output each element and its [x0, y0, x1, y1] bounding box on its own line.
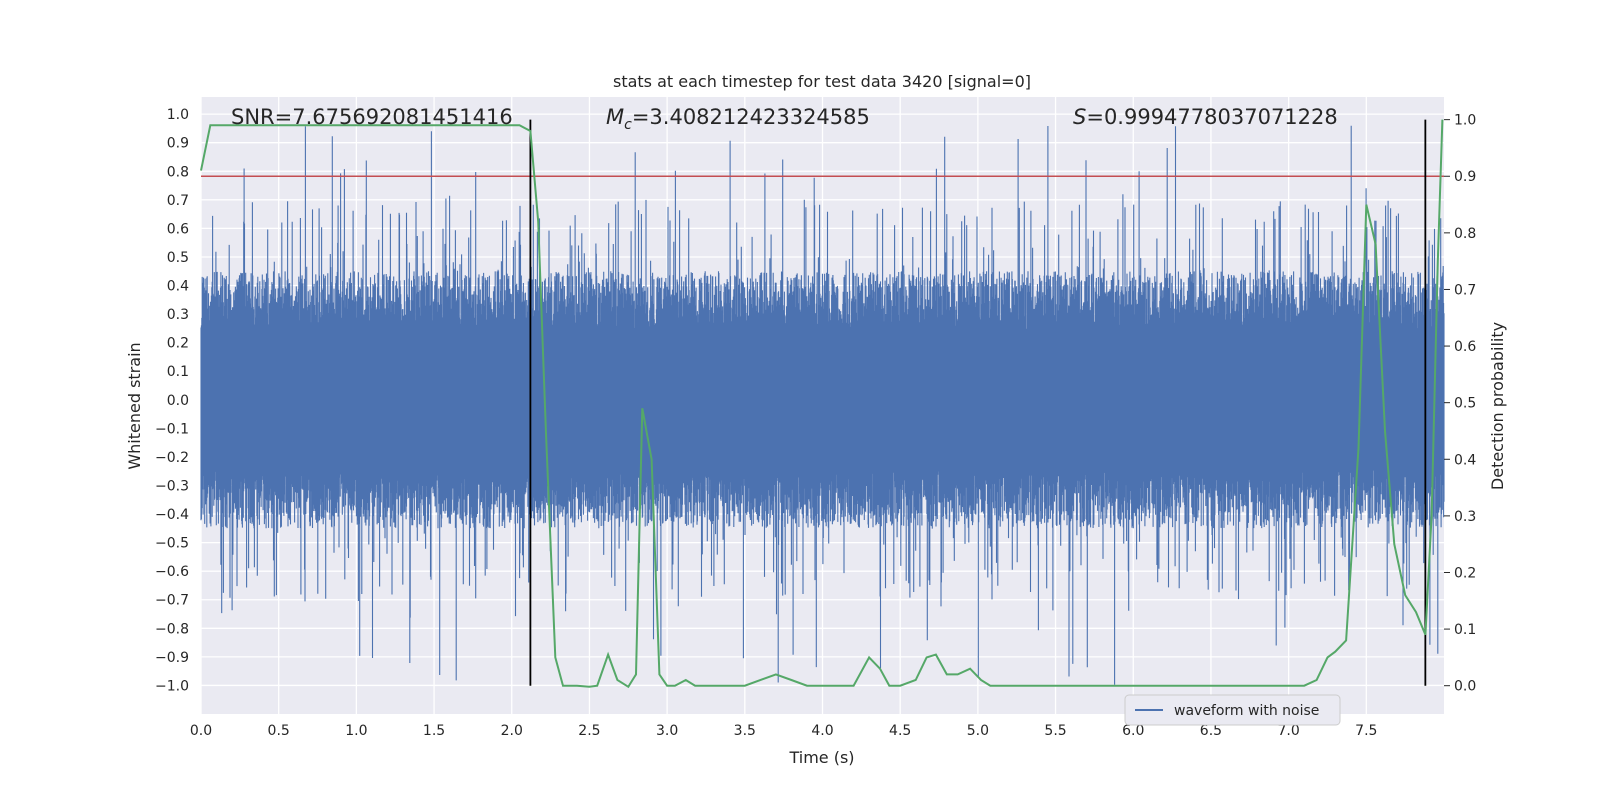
y-left-tick-label: 0.1: [167, 364, 189, 380]
y-left-tick-label: 1.0: [167, 107, 189, 123]
legend: waveform with noise: [1124, 694, 1341, 726]
score-annotation: S=0.9994778037071228: [1073, 105, 1338, 129]
y-right-tick-label: 0.1: [1454, 622, 1476, 638]
x-tick-label: 4.5: [889, 723, 911, 739]
y-right-tick-label: 0.6: [1454, 339, 1476, 355]
y-left-tick-label: 0.4: [167, 279, 189, 295]
x-tick-label: 6.5: [1200, 723, 1222, 739]
x-tick-label: 2.5: [578, 723, 600, 739]
y-left-tick-label: −0.6: [155, 564, 189, 580]
x-tick-label: 7.0: [1277, 723, 1299, 739]
y-left-tick-label: 0.7: [167, 193, 189, 209]
y-right-tick-label: 0.2: [1454, 565, 1476, 581]
mc-value: =3.408212423324585: [632, 105, 870, 129]
x-tick-label: 0.5: [268, 723, 290, 739]
x-tick-label: 1.5: [423, 723, 445, 739]
y-left-tick-label: −0.1: [155, 421, 189, 437]
chirp-mass-annotation: Mc=3.408212423324585: [606, 105, 870, 133]
y-right-tick-label: 0.7: [1454, 282, 1476, 298]
y-left-tick-label: −0.5: [155, 536, 189, 552]
vertical-markers: [529, 119, 1427, 686]
x-tick-label: 0.0: [190, 723, 212, 739]
y-right-tick-label: 0.9: [1454, 169, 1476, 185]
y-left-tick-label: 0.9: [167, 136, 189, 152]
left-y-axis-ticks: 1.0 0.9 0.8 0.7 0.6 0.5 0.4 0.3 0.2 0.1 0.0 −0.1 −0.…: [155, 107, 189, 694]
right-y-axis-ticks: 1.0 0.9 0.8 0.7 0.6 0.5 0.4 0.3 0.2 0.1 0.0: [1444, 113, 1476, 695]
y-right-tick-label: 0.3: [1454, 509, 1476, 525]
y-right-tick-label: 0.0: [1454, 679, 1476, 695]
y-left-tick-label: −0.7: [155, 593, 189, 609]
x-tick-label: 4.0: [811, 723, 833, 739]
y-right-tick-label: 1.0: [1454, 113, 1476, 129]
waveform-trace: [200, 125, 1445, 685]
s-value: =0.9994778037071228: [1086, 105, 1337, 129]
mc-subscript: c: [624, 117, 632, 133]
y-left-tick-label: 0.8: [167, 164, 189, 180]
x-tick-label: 2.0: [501, 723, 523, 739]
y-left-tick-label: −0.4: [155, 507, 189, 523]
x-tick-label: 3.0: [656, 723, 678, 739]
y-left-tick-label: −0.3: [155, 478, 189, 494]
legend-label: waveform with noise: [1174, 703, 1319, 719]
y-right-tick-label: 0.5: [1454, 396, 1476, 412]
y-right-tick-label: 0.8: [1454, 226, 1476, 242]
chart-title: stats at each timestep for test data 342…: [613, 72, 1031, 91]
x-tick-label: 5.0: [967, 723, 989, 739]
waveform-series: [200, 125, 1445, 685]
x-tick-label: 3.5: [734, 723, 756, 739]
y-left-tick-label: −0.2: [155, 450, 189, 466]
y-left-tick-label: 0.0: [167, 393, 189, 409]
left-y-axis-label: Whitened strain: [125, 342, 144, 469]
y-left-tick-label: 0.5: [167, 250, 189, 266]
x-tick-label: 7.5: [1355, 723, 1377, 739]
x-axis-ticks: 0.0 0.5 1.0 1.5 2.0 2.5 3.0 3.5 4.0 4.5 5.0 5.5 6.0 6…: [190, 723, 1378, 739]
x-tick-label: 5.5: [1044, 723, 1066, 739]
x-tick-label: 6.0: [1122, 723, 1144, 739]
x-axis-label: Time (s): [788, 748, 854, 767]
x-tick-label: 1.0: [345, 723, 367, 739]
y-left-tick-label: −1.0: [155, 678, 189, 694]
y-left-tick-label: 0.2: [167, 336, 189, 352]
y-left-tick-label: 0.3: [167, 307, 189, 323]
y-left-tick-label: −0.9: [155, 650, 189, 666]
right-y-axis-label: Detection probability: [1488, 322, 1507, 490]
snr-annotation: SNR=7.675692081451416: [231, 105, 513, 129]
s-symbol: S: [1073, 105, 1086, 129]
probability-series: [200, 119, 1444, 689]
y-left-tick-label: 0.6: [167, 221, 189, 237]
y-left-tick-label: −0.8: [155, 621, 189, 637]
y-right-tick-label: 0.4: [1454, 452, 1476, 468]
mc-symbol: M: [606, 105, 624, 129]
